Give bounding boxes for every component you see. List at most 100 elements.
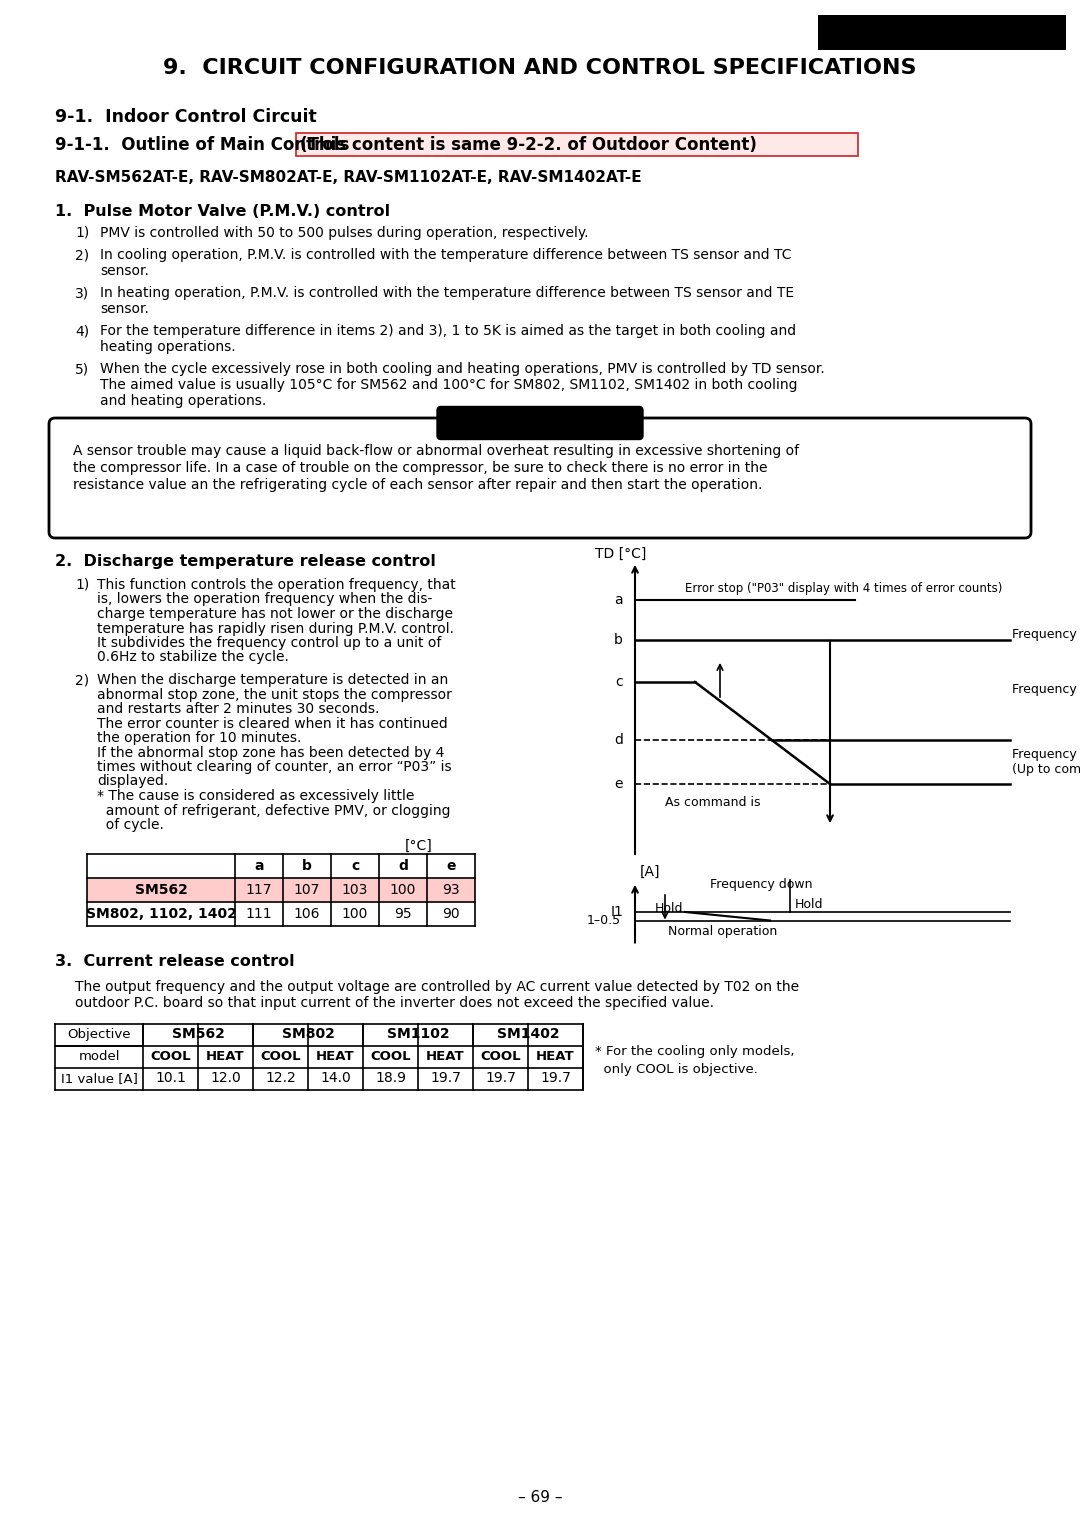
Text: 2): 2) xyxy=(75,249,90,262)
Text: * For the cooling only models,: * For the cooling only models, xyxy=(595,1046,795,1058)
Text: SM1402: SM1402 xyxy=(497,1028,559,1042)
Text: c: c xyxy=(351,859,360,872)
Text: I1 value [A]: I1 value [A] xyxy=(60,1072,137,1084)
Text: The aimed value is usually 105°C for SM562 and 100°C for SM802, SM1102, SM1402 i: The aimed value is usually 105°C for SM5… xyxy=(100,378,797,392)
Text: In cooling operation, P.M.V. is controlled with the temperature difference betwe: In cooling operation, P.M.V. is controll… xyxy=(100,249,792,262)
Text: Frequency slow-up
(Up to command): Frequency slow-up (Up to command) xyxy=(1012,747,1080,776)
Text: 2.  Discharge temperature release control: 2. Discharge temperature release control xyxy=(55,554,436,569)
Text: 117: 117 xyxy=(246,883,272,897)
Text: a: a xyxy=(254,859,264,872)
Text: For the temperature difference in items 2) and 3), 1 to 5K is aimed as the targe: For the temperature difference in items … xyxy=(100,325,796,339)
Text: The error counter is cleared when it has continued: The error counter is cleared when it has… xyxy=(97,717,448,730)
Text: Revised : Nov. 2006: Revised : Nov. 2006 xyxy=(850,23,1035,41)
Bar xyxy=(818,15,1066,50)
Text: PMV is controlled with 50 to 500 pulses during operation, respectively.: PMV is controlled with 50 to 500 pulses … xyxy=(100,226,589,239)
Text: the operation for 10 minutes.: the operation for 10 minutes. xyxy=(97,730,301,746)
Text: 3.  Current release control: 3. Current release control xyxy=(55,953,295,968)
Text: 0.6Hz to stabilize the cycle.: 0.6Hz to stabilize the cycle. xyxy=(97,651,288,665)
Text: [A]: [A] xyxy=(640,865,661,878)
Text: 9-1.  Indoor Control Circuit: 9-1. Indoor Control Circuit xyxy=(55,108,316,127)
Text: 19.7: 19.7 xyxy=(540,1072,571,1086)
FancyBboxPatch shape xyxy=(437,407,643,439)
Text: 95: 95 xyxy=(394,906,411,921)
Text: times without clearing of counter, an error “P03” is: times without clearing of counter, an er… xyxy=(97,759,451,775)
Text: A sensor trouble may cause a liquid back-flow or abnormal overheat resulting in : A sensor trouble may cause a liquid back… xyxy=(73,444,799,458)
Text: 100: 100 xyxy=(390,883,416,897)
Bar xyxy=(87,901,475,926)
Text: Hold: Hold xyxy=(795,898,824,910)
Text: amount of refrigerant, defective PMV, or clogging: amount of refrigerant, defective PMV, or… xyxy=(97,804,450,817)
Text: (This content is same 9-2-2. of Outdoor Content): (This content is same 9-2-2. of Outdoor … xyxy=(300,136,757,154)
Text: HEAT: HEAT xyxy=(536,1051,575,1063)
Text: Frequency down: Frequency down xyxy=(710,878,812,891)
Text: This function controls the operation frequency, that: This function controls the operation fre… xyxy=(97,578,456,592)
Text: 18.9: 18.9 xyxy=(375,1072,406,1086)
Text: 90: 90 xyxy=(442,906,460,921)
Text: 1): 1) xyxy=(75,226,90,239)
Text: HEAT: HEAT xyxy=(316,1051,355,1063)
Text: 19.7: 19.7 xyxy=(485,1072,516,1086)
Text: abnormal stop zone, the unit stops the compressor: abnormal stop zone, the unit stops the c… xyxy=(97,688,451,702)
Text: a: a xyxy=(615,593,623,607)
Text: 12.0: 12.0 xyxy=(211,1072,241,1086)
Text: d: d xyxy=(615,734,623,747)
Text: only COOL is objective.: only COOL is objective. xyxy=(595,1063,758,1077)
Text: COOL: COOL xyxy=(150,1051,191,1063)
Text: charge temperature has not lower or the discharge: charge temperature has not lower or the … xyxy=(97,607,453,621)
Text: RAV-SM562AT-E, RAV-SM802AT-E, RAV-SM1102AT-E, RAV-SM1402AT-E: RAV-SM562AT-E, RAV-SM802AT-E, RAV-SM1102… xyxy=(55,169,642,185)
Text: COOL: COOL xyxy=(481,1051,521,1063)
Text: 10.1: 10.1 xyxy=(156,1072,186,1086)
Text: As command is: As command is xyxy=(665,796,760,808)
Text: In heating operation, P.M.V. is controlled with the temperature difference betwe: In heating operation, P.M.V. is controll… xyxy=(100,287,794,300)
Text: displayed.: displayed. xyxy=(97,775,168,788)
Text: 107: 107 xyxy=(294,883,320,897)
Text: d: d xyxy=(399,859,408,872)
Text: 12.2: 12.2 xyxy=(265,1072,296,1086)
Text: SM562: SM562 xyxy=(172,1028,225,1042)
Text: When the discharge temperature is detected in an: When the discharge temperature is detect… xyxy=(97,673,448,686)
Text: e: e xyxy=(615,778,623,791)
Text: of cycle.: of cycle. xyxy=(97,817,164,833)
Text: [°C]: [°C] xyxy=(404,839,432,852)
Text: Frequency holding: Frequency holding xyxy=(1012,683,1080,697)
Text: and restarts after 2 minutes 30 seconds.: and restarts after 2 minutes 30 seconds. xyxy=(97,702,379,717)
Text: sensor.: sensor. xyxy=(100,302,149,316)
Text: COOL: COOL xyxy=(260,1051,301,1063)
Text: 2): 2) xyxy=(75,673,90,686)
Text: heating operations.: heating operations. xyxy=(100,340,235,354)
Text: Frequency down: Frequency down xyxy=(1012,628,1080,640)
Text: 1.  Pulse Motor Valve (P.M.V.) control: 1. Pulse Motor Valve (P.M.V.) control xyxy=(55,204,390,220)
Text: temperature has rapidly risen during P.M.V. control.: temperature has rapidly risen during P.M… xyxy=(97,622,454,636)
Text: REQUIREMENT: REQUIREMENT xyxy=(472,413,608,432)
Text: 14.0: 14.0 xyxy=(320,1072,351,1086)
Text: SM562: SM562 xyxy=(135,883,188,897)
FancyBboxPatch shape xyxy=(49,418,1031,538)
Text: Normal operation: Normal operation xyxy=(669,926,778,938)
Text: c: c xyxy=(616,676,623,689)
Text: The output frequency and the output voltage are controlled by AC current value d: The output frequency and the output volt… xyxy=(75,979,799,993)
Text: I1: I1 xyxy=(610,904,623,920)
Bar xyxy=(296,133,858,156)
Text: It subdivides the frequency control up to a unit of: It subdivides the frequency control up t… xyxy=(97,636,442,650)
Text: sensor.: sensor. xyxy=(100,264,149,278)
Text: Hold: Hold xyxy=(654,903,684,915)
Bar xyxy=(87,877,475,901)
Text: model: model xyxy=(78,1051,120,1063)
Text: When the cycle excessively rose in both cooling and heating operations, PMV is c: When the cycle excessively rose in both … xyxy=(100,363,825,377)
Text: HEAT: HEAT xyxy=(427,1051,464,1063)
Text: the compressor life. In a case of trouble on the compressor, be sure to check th: the compressor life. In a case of troubl… xyxy=(73,461,768,474)
Text: 103: 103 xyxy=(341,883,368,897)
Text: b: b xyxy=(302,859,312,872)
Text: resistance value an the refrigerating cycle of each sensor after repair and then: resistance value an the refrigerating cy… xyxy=(73,477,762,493)
Text: e: e xyxy=(446,859,456,872)
Text: 3): 3) xyxy=(75,287,90,300)
Text: SM1102: SM1102 xyxy=(387,1028,449,1042)
Text: 100: 100 xyxy=(341,906,368,921)
Text: Error stop ("P03" display with 4 times of error counts): Error stop ("P03" display with 4 times o… xyxy=(685,583,1002,595)
Text: SM802, 1102, 1402: SM802, 1102, 1402 xyxy=(85,906,237,921)
Text: – 69 –: – 69 – xyxy=(517,1490,563,1505)
Text: 93: 93 xyxy=(442,883,460,897)
Text: 9.  CIRCUIT CONFIGURATION AND CONTROL SPECIFICATIONS: 9. CIRCUIT CONFIGURATION AND CONTROL SPE… xyxy=(163,58,917,78)
Text: outdoor P.C. board so that input current of the inverter does not exceed the spe: outdoor P.C. board so that input current… xyxy=(75,996,714,1010)
Text: * The cause is considered as excessively little: * The cause is considered as excessively… xyxy=(97,788,415,804)
